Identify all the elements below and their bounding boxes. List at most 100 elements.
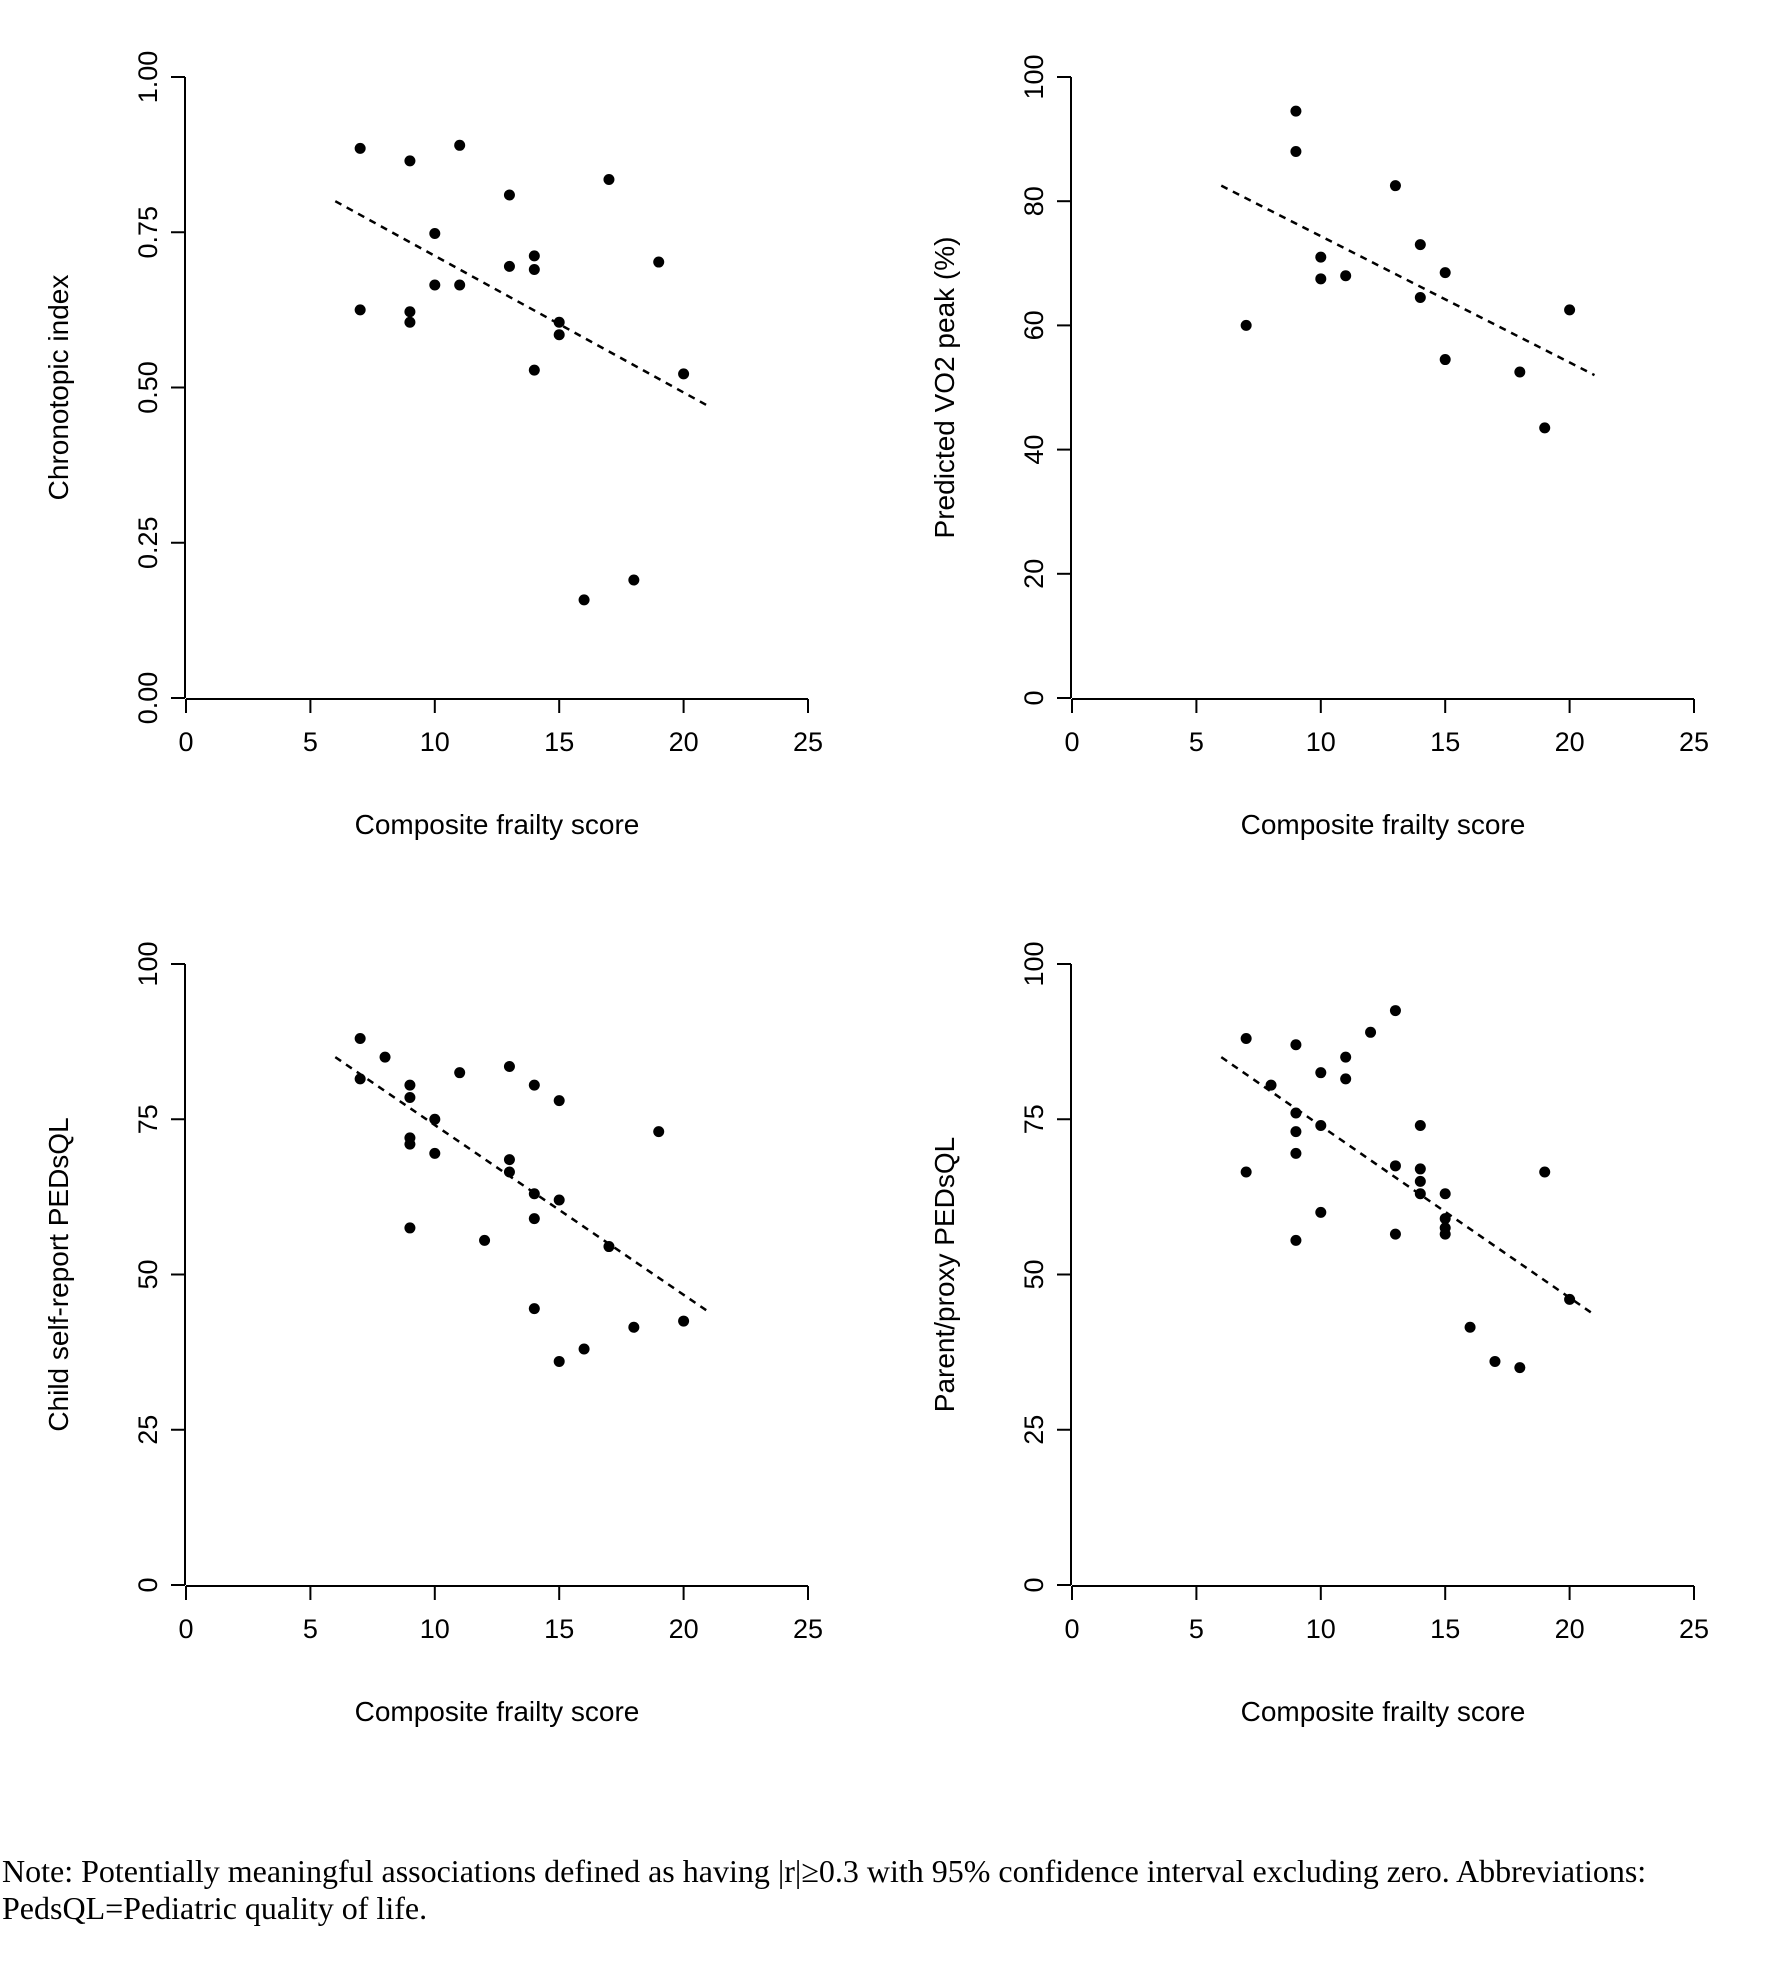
- data-point: [578, 1343, 590, 1355]
- data-point: [429, 279, 441, 291]
- data-point: [1290, 146, 1302, 158]
- data-point: [429, 1113, 441, 1125]
- data-point: [1539, 1166, 1551, 1178]
- x-axis-title: Composite frailty score: [1241, 1696, 1526, 1727]
- y-tick-label: 20: [1019, 559, 1049, 589]
- data-point: [404, 1092, 416, 1104]
- data-point: [404, 155, 416, 167]
- data-point: [528, 250, 540, 262]
- data-point: [1290, 1234, 1302, 1246]
- data-point: [553, 1355, 565, 1367]
- data-point: [404, 1222, 416, 1234]
- data-point: [528, 1213, 540, 1225]
- trend-line: [334, 200, 710, 408]
- data-point: [379, 1051, 391, 1063]
- data-point: [528, 1079, 540, 1091]
- x-axis-title: Composite frailty score: [355, 809, 640, 840]
- data-point: [1564, 1293, 1576, 1305]
- data-point: [1564, 304, 1576, 316]
- data-point: [404, 1138, 416, 1150]
- y-tick-label: 50: [133, 1259, 163, 1289]
- figure-note: Note: Potentially meaningful association…: [2, 1853, 1647, 1926]
- data-point: [1315, 1206, 1327, 1218]
- data-point: [1315, 1067, 1327, 1079]
- data-point: [578, 594, 590, 606]
- data-point: [503, 260, 515, 272]
- data-point: [1290, 1126, 1302, 1138]
- data-point: [429, 1147, 441, 1159]
- data-point: [454, 139, 466, 151]
- x-tick-label: 20: [669, 1614, 699, 1644]
- data-point: [354, 1033, 366, 1045]
- data-point: [1389, 1228, 1401, 1240]
- y-axis-title: Predicted VO2 peak (%): [929, 237, 960, 539]
- x-tick-label: 20: [669, 727, 699, 757]
- y-tick-label: 100: [133, 941, 163, 986]
- data-point: [354, 304, 366, 316]
- y-tick-label: 0: [1019, 690, 1049, 705]
- x-tick-label: 0: [1064, 727, 1079, 757]
- x-tick-label: 25: [793, 727, 823, 757]
- x-tick-label: 10: [420, 727, 450, 757]
- data-point: [404, 316, 416, 328]
- y-tick-label: 75: [133, 1104, 163, 1134]
- x-tick-label: 25: [1679, 1614, 1709, 1644]
- data-point: [528, 1303, 540, 1315]
- data-point: [1265, 1079, 1277, 1091]
- data-point: [1464, 1321, 1476, 1333]
- trend-line: [1220, 184, 1596, 377]
- data-point: [1414, 1163, 1426, 1175]
- data-point: [454, 1067, 466, 1079]
- x-tick-label: 10: [1306, 1614, 1336, 1644]
- data-point: [628, 1321, 640, 1333]
- y-tick-label: 25: [133, 1415, 163, 1445]
- trend-line: [1220, 1056, 1596, 1316]
- x-tick-label: 0: [178, 1614, 193, 1644]
- data-point: [553, 329, 565, 341]
- data-point: [404, 1079, 416, 1091]
- data-point: [1414, 239, 1426, 251]
- data-point: [1340, 270, 1352, 282]
- data-point: [1340, 1051, 1352, 1063]
- data-point: [1489, 1355, 1501, 1367]
- data-point: [454, 279, 466, 291]
- data-point: [429, 227, 441, 239]
- data-point: [1439, 1188, 1451, 1200]
- x-tick-label: 5: [303, 727, 318, 757]
- y-tick-label: 0.00: [133, 672, 163, 725]
- x-tick-label: 15: [544, 1614, 574, 1644]
- data-point: [503, 189, 515, 201]
- data-point: [503, 1166, 515, 1178]
- y-axis-title: Child self-report PEDsQL: [43, 1117, 74, 1431]
- data-point: [479, 1234, 491, 1246]
- x-tick-label: 15: [1430, 727, 1460, 757]
- data-point: [1539, 422, 1551, 434]
- data-point: [603, 173, 615, 185]
- trend-line: [334, 1056, 710, 1313]
- data-point: [678, 1315, 690, 1327]
- x-tick-label: 25: [1679, 727, 1709, 757]
- y-tick-label: 40: [1019, 435, 1049, 465]
- data-point: [1240, 1166, 1252, 1178]
- data-point: [1414, 291, 1426, 303]
- x-tick-label: 10: [1306, 727, 1336, 757]
- data-point: [653, 1126, 665, 1138]
- data-point: [1439, 1213, 1451, 1225]
- panel-child-self-report-pedsql: 0 5 10 15 20 25 0 25 50 75 100 Composite frailty sc…: [43, 941, 823, 1727]
- x-axis-title: Composite frailty score: [355, 1696, 640, 1727]
- data-point: [528, 364, 540, 376]
- data-point: [553, 1095, 565, 1107]
- y-axis-title: Chronotopic index: [43, 275, 74, 501]
- y-axis-title: Parent/proxy PEDsQL: [929, 1137, 960, 1412]
- x-tick-label: 10: [420, 1614, 450, 1644]
- data-point: [1414, 1188, 1426, 1200]
- y-tick-label: 0: [1019, 1577, 1049, 1592]
- data-point: [1389, 1160, 1401, 1172]
- data-point: [1514, 366, 1526, 378]
- y-tick-label: 25: [1019, 1415, 1049, 1445]
- data-point: [354, 1073, 366, 1085]
- data-point: [1414, 1119, 1426, 1131]
- data-point: [1389, 1005, 1401, 1017]
- data-point: [404, 306, 416, 318]
- data-point: [1389, 180, 1401, 192]
